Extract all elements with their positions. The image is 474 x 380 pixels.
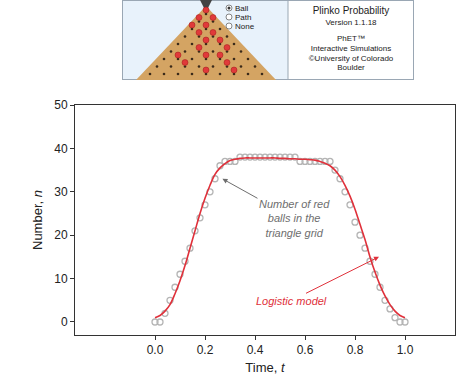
svg-text:Version 1.1.18: Version 1.1.18 (325, 18, 377, 27)
svg-text:None: None (235, 22, 255, 31)
svg-text:Boulder: Boulder (337, 63, 365, 72)
svg-text:30: 30 (54, 185, 68, 199)
svg-text:0: 0 (61, 315, 68, 329)
svg-text:20: 20 (54, 228, 68, 242)
svg-text:50: 50 (54, 98, 68, 112)
svg-text:Path: Path (235, 13, 251, 22)
svg-text:Ball: Ball (235, 4, 249, 13)
svg-text:Number, n: Number, n (30, 190, 45, 250)
svg-text:1.0: 1.0 (397, 343, 414, 357)
svg-text:10: 10 (54, 272, 68, 286)
svg-text:0.6: 0.6 (297, 343, 314, 357)
svg-text:40: 40 (54, 142, 68, 156)
svg-text:©University of Colorado: ©University of Colorado (309, 54, 394, 63)
svg-text:Plinko Probability: Plinko Probability (313, 5, 390, 16)
svg-text:0.4: 0.4 (247, 343, 264, 357)
svg-text:Interactive Simulations: Interactive Simulations (311, 44, 391, 53)
svg-text:Time, t: Time, t (245, 360, 286, 375)
svg-text:0.8: 0.8 (347, 343, 364, 357)
svg-text:0.0: 0.0 (147, 343, 164, 357)
svg-text:0.2: 0.2 (197, 343, 214, 357)
svg-text:Logistic model: Logistic model (256, 295, 327, 307)
svg-text:PhET™: PhET™ (337, 34, 365, 43)
svg-text:Number of redballs in thetrian: Number of redballs in thetriangle grid (259, 198, 330, 239)
